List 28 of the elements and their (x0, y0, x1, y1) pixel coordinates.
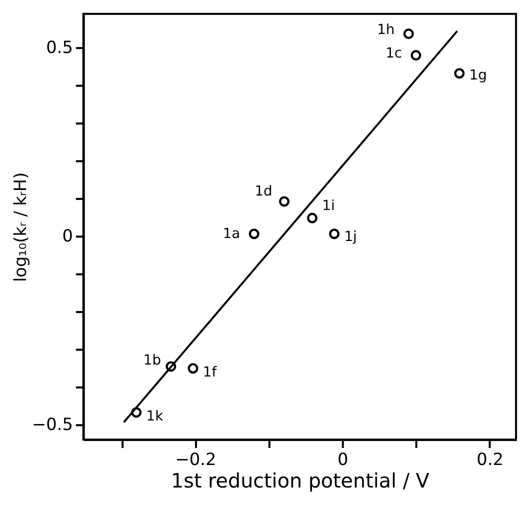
annotation: 1d (254, 184, 272, 200)
annotation: 1k (146, 408, 164, 424)
x-tick-label: −0.2 (175, 448, 216, 469)
point (131, 407, 142, 418)
y-tick-label: 0.5 (46, 37, 73, 58)
point (166, 361, 176, 372)
point (306, 212, 318, 224)
annotation: 1f (202, 364, 218, 380)
annotation: 1b (143, 352, 162, 368)
y-axis-title: log₁₀(kᵣ / kᵣH) (10, 172, 30, 282)
annotation: 1g (469, 67, 487, 84)
annotation: 1i (322, 198, 335, 214)
y-tick-label: −0.5 (32, 414, 73, 434)
annotation: 1h (377, 22, 395, 38)
point (188, 363, 198, 374)
point (279, 196, 290, 207)
y-tick-label: 0 (62, 226, 73, 246)
annotation: 1j (344, 228, 357, 245)
point (329, 228, 340, 240)
point (454, 68, 465, 79)
annotation: 1c (386, 45, 402, 62)
point (410, 50, 422, 61)
point (403, 28, 414, 40)
x-tick-label: 0.2 (476, 448, 504, 469)
point (248, 228, 260, 240)
x-tick-label: 0 (338, 448, 348, 469)
annotation: 1a (222, 226, 240, 242)
x-axis-title: 1st reduction potential / V (171, 470, 430, 493)
